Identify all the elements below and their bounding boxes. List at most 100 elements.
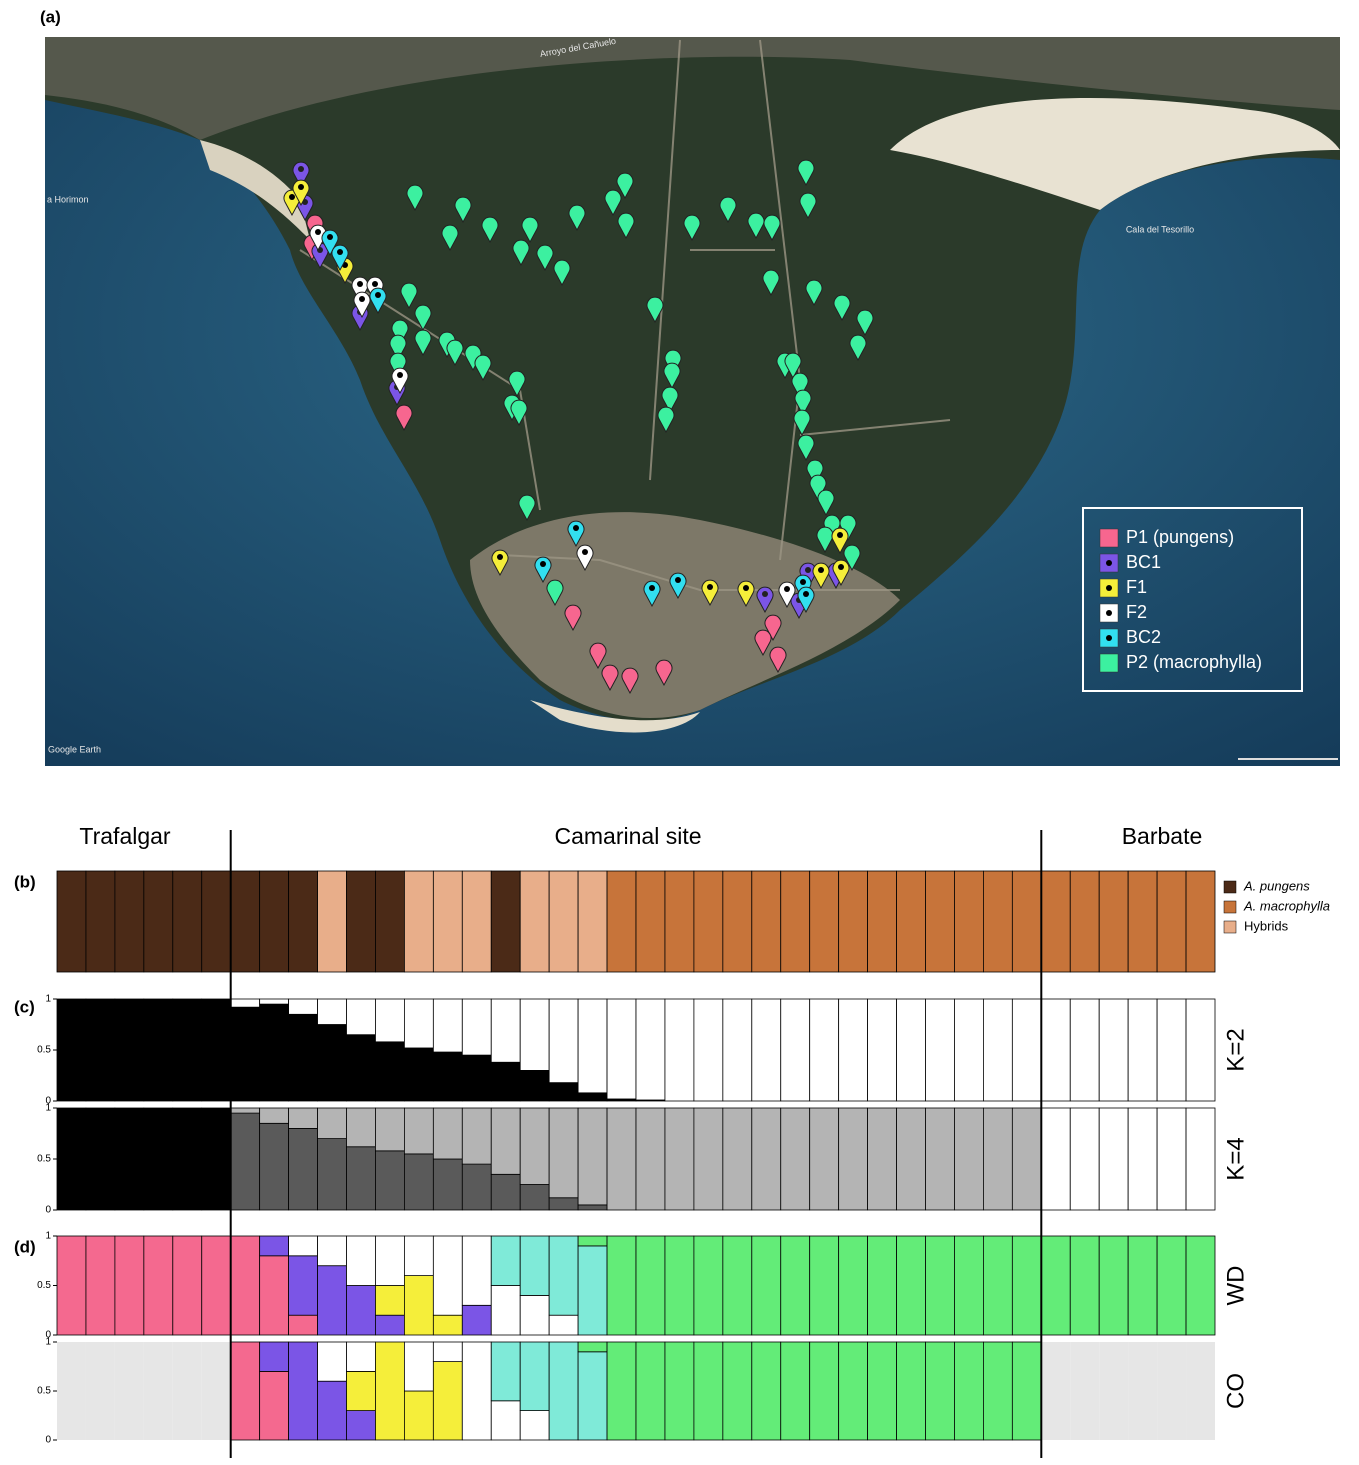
stacked-bar-segment — [318, 1381, 347, 1440]
stacked-bar-segment — [578, 1108, 607, 1205]
stacked-bar-segment — [839, 1108, 868, 1210]
stacked-bar-segment — [86, 1236, 115, 1335]
stacked-bar-segment — [578, 999, 607, 1093]
map-label: Google Earth — [48, 744, 101, 754]
marker-dot — [315, 229, 321, 235]
stacked-bar-segment — [954, 1236, 983, 1335]
stacked-bar-segment — [491, 1174, 520, 1210]
stacked-bar-segment — [636, 1108, 665, 1210]
stacked-bar-segment — [375, 1286, 404, 1316]
stacked-bar-segment — [810, 1342, 839, 1440]
legend-label: P1 (pungens) — [1126, 527, 1234, 547]
figure: (a) Arroyo del Cañuelo Cala del Tesorill… — [0, 0, 1359, 1460]
legend-label: A. macrophylla — [1243, 898, 1330, 913]
stacked-bar-segment — [1041, 1236, 1070, 1335]
marker-dot — [837, 532, 843, 538]
chart-title: CO — [1222, 1373, 1249, 1409]
assignment-bar — [781, 871, 810, 972]
stacked-bar-segment — [549, 1315, 578, 1335]
stacked-bar-segment — [1157, 1236, 1186, 1335]
stacked-bar-segment — [462, 1342, 491, 1440]
stacked-bar-segment — [1012, 1236, 1041, 1335]
stacked-bar-segment — [375, 1042, 404, 1101]
stacked-bar-segment — [897, 1342, 926, 1440]
stacked-bar-segment — [954, 1342, 983, 1440]
stacked-bar-segment — [636, 1236, 665, 1335]
stacked-bar-segment — [404, 999, 433, 1048]
stacked-bar-segment — [347, 1035, 376, 1101]
stacked-bar-segment — [781, 1108, 810, 1210]
panel-label: (b) — [14, 872, 36, 891]
stacked-bar-segment — [491, 1236, 520, 1286]
stacked-bar-segment — [260, 1236, 289, 1256]
no-data — [173, 1342, 202, 1440]
stacked-bar-segment — [433, 1236, 462, 1315]
stacked-bar-segment — [752, 1108, 781, 1210]
stacked-bar-segment — [115, 1236, 144, 1335]
site-label: Camarinal site — [555, 823, 702, 849]
stacked-bar-segment — [347, 1147, 376, 1210]
legend-swatch — [1100, 529, 1118, 547]
marker-dot — [838, 564, 844, 570]
y-tick-label: 0.5 — [37, 1154, 51, 1165]
stacked-bar-segment — [520, 1295, 549, 1335]
stacked-bar-segment — [1070, 1108, 1099, 1210]
stacked-bar-segment — [520, 1411, 549, 1440]
stacked-bar-segment — [1041, 1108, 1070, 1210]
stacked-bar-segment — [607, 1108, 636, 1210]
no-data — [1099, 1342, 1128, 1440]
assignment-bar — [810, 871, 839, 972]
stacked-bar-segment — [723, 1108, 752, 1210]
no-data — [1157, 1342, 1186, 1440]
no-data — [1128, 1342, 1157, 1440]
stacked-bar-segment — [694, 1236, 723, 1335]
stacked-bar-segment — [1012, 1342, 1041, 1440]
stacked-bar-segment — [491, 1108, 520, 1174]
stacked-bar-segment — [202, 1236, 231, 1335]
stacked-bar-segment — [491, 1342, 520, 1401]
stacked-bar-segment — [260, 1123, 289, 1210]
y-tick-label: 1 — [45, 1103, 51, 1114]
legend-label: BC2 — [1126, 627, 1161, 647]
stacked-bar-segment — [926, 999, 955, 1101]
stacked-bar-segment — [289, 1108, 318, 1128]
stacked-bar-segment — [404, 1108, 433, 1154]
assignment-bar — [202, 871, 231, 972]
stacked-bar-segment — [144, 1108, 173, 1210]
legend-label: P2 (macrophylla) — [1126, 652, 1262, 672]
assignment-bar — [1070, 871, 1099, 972]
stacked-bar-segment — [549, 1083, 578, 1101]
stacked-bar-segment — [839, 1342, 868, 1440]
stacked-bar-segment — [868, 1108, 897, 1210]
stacked-bar-segment — [491, 1401, 520, 1440]
assignment-bar — [954, 871, 983, 972]
y-tick-label: 0 — [45, 1205, 51, 1216]
marker-dot — [375, 292, 381, 298]
stacked-bar-segment — [1157, 1108, 1186, 1210]
marker-dot — [762, 591, 768, 597]
stacked-bar-segment — [926, 1108, 955, 1210]
marker-dot — [818, 567, 824, 573]
stacked-bar-segment — [347, 1236, 376, 1286]
stacked-bar-segment — [868, 1236, 897, 1335]
stacked-bar-segment — [347, 1342, 376, 1371]
stacked-bar-segment — [115, 999, 144, 1101]
stacked-bar-segment — [462, 1236, 491, 1305]
stacked-bar-segment — [433, 1315, 462, 1335]
assignment-bar — [520, 871, 549, 972]
assignment-bar — [404, 871, 433, 972]
assignment-bar — [57, 871, 86, 972]
stacked-bar-segment — [752, 1342, 781, 1440]
assignment-bar — [549, 871, 578, 972]
stacked-bar-segment — [231, 1108, 260, 1113]
assignment-bar — [347, 871, 376, 972]
stacked-bar-segment — [636, 999, 665, 1100]
stacked-bar-segment — [954, 999, 983, 1101]
stacked-bar-segment — [231, 1113, 260, 1210]
stacked-bar-segment — [260, 1256, 289, 1335]
assignment-bar — [1157, 871, 1186, 972]
stacked-bar-segment — [462, 1055, 491, 1101]
marker-dot — [649, 585, 655, 591]
stacked-bar-segment — [347, 1108, 376, 1147]
stacked-bar-segment — [1128, 1236, 1157, 1335]
